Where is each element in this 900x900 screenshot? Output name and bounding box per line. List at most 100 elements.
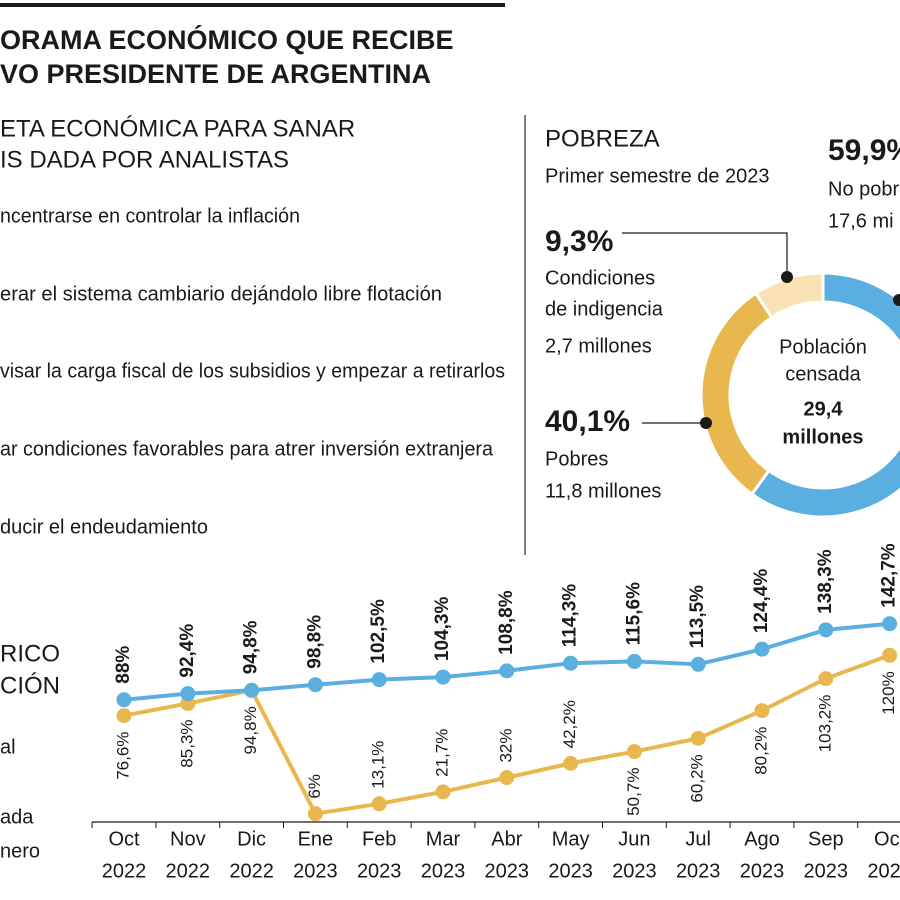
data-point xyxy=(435,669,451,685)
value-label: 142,7% xyxy=(879,543,900,608)
data-point xyxy=(563,655,579,671)
category-label: Pobres xyxy=(545,448,608,470)
value-label: 98,8% xyxy=(304,615,325,669)
value-label: 92,4% xyxy=(177,624,198,678)
x-tick-label: Mar xyxy=(426,828,461,850)
x-tick-label: Jul xyxy=(685,828,711,850)
x-tick-label: 2022 xyxy=(166,860,211,882)
recipe-title: ETA ECONÓMICA PARA SANAR xyxy=(0,115,355,142)
value-label: 59,9% xyxy=(828,134,900,167)
x-tick-label: 2023 xyxy=(612,860,657,882)
center-value: millones xyxy=(782,426,863,448)
value-label: 120% xyxy=(879,671,898,714)
center-label: censada xyxy=(785,363,861,385)
data-point xyxy=(116,708,132,724)
value-label: 40,1% xyxy=(545,405,630,438)
callout-dot xyxy=(700,417,712,429)
pie-title: POBREZA xyxy=(545,125,660,152)
recipe-item: erar el sistema cambiario dejándolo libr… xyxy=(0,283,442,305)
legend-label: nero xyxy=(0,840,40,862)
x-tick-label: 2023 xyxy=(867,860,900,882)
recipe-item: ar condiciones favorables para atrer inv… xyxy=(0,438,494,460)
x-tick-label: 2022 xyxy=(102,860,147,882)
data-point xyxy=(626,744,642,760)
legend-label: al xyxy=(0,736,16,758)
value-label: 50,7% xyxy=(624,768,643,816)
value-label: 13,1% xyxy=(369,741,388,789)
data-point xyxy=(307,806,323,822)
data-point xyxy=(180,686,196,702)
category-label: de indigencia xyxy=(545,298,664,320)
x-tick-label: Sep xyxy=(808,828,844,850)
title-line: ORAMA ECONÓMICO QUE RECIBE xyxy=(0,24,454,55)
value-label: 124,4% xyxy=(751,569,772,634)
data-point xyxy=(563,755,579,771)
value-label: 102,5% xyxy=(368,599,389,664)
x-tick-label: Dic xyxy=(237,828,266,850)
recipe-item: ncentrarse en controlar la inflación xyxy=(0,205,300,227)
x-tick-label: 2023 xyxy=(357,860,402,882)
data-point xyxy=(690,730,706,746)
data-point xyxy=(307,677,323,693)
callout-dot xyxy=(893,294,900,306)
legend-title: CIÓN xyxy=(0,672,60,699)
value-label: 138,3% xyxy=(815,549,836,614)
donut xyxy=(699,271,900,519)
value-label: 114,3% xyxy=(560,584,581,647)
value-label: 32% xyxy=(496,729,515,763)
x-tick-label: 2023 xyxy=(548,860,593,882)
value-label: 88% xyxy=(113,646,134,684)
value-label: 9,3% xyxy=(545,225,613,258)
data-point xyxy=(626,653,642,669)
x-tick-label: Ago xyxy=(744,828,780,850)
x-tick-label: Nov xyxy=(170,828,206,850)
x-tick-label: Jun xyxy=(618,828,650,850)
callout-dot xyxy=(781,271,793,283)
value-label: 80,2% xyxy=(751,727,770,775)
x-tick-label: Ene xyxy=(298,828,334,850)
category-label: Condiciones xyxy=(545,267,655,289)
detail-label: 17,6 mi xyxy=(828,210,894,232)
recipe-item: ducir el endeudamiento xyxy=(0,516,208,538)
x-tick-label: Oct xyxy=(108,828,140,850)
x-tick-label: 2023 xyxy=(421,860,466,882)
donut-segment xyxy=(753,271,825,320)
data-point xyxy=(754,641,770,657)
value-label: 94,8% xyxy=(241,620,262,674)
value-label: 85,3% xyxy=(177,719,196,767)
value-label: 108,8% xyxy=(496,590,517,655)
x-tick-label: Feb xyxy=(362,828,396,850)
data-point xyxy=(371,672,387,688)
callout-line xyxy=(622,232,788,277)
value-label: 6% xyxy=(305,774,324,799)
x-tick-label: 2023 xyxy=(804,860,849,882)
x-tick-label: 2023 xyxy=(676,860,721,882)
x-tick-label: 2022 xyxy=(229,860,274,882)
category-label: No pobre xyxy=(828,178,900,200)
data-point xyxy=(882,647,898,663)
line-chart: Oct 2022 Nov 2022 Dic 2022 Ene 2023 Feb 2023 Mar 20… xyxy=(91,543,900,882)
value-label: 115,6% xyxy=(623,582,644,645)
detail-label: 2,7 millones xyxy=(545,335,652,357)
x-tick-label: Oct xyxy=(874,828,900,850)
x-tick-label: 2023 xyxy=(740,860,785,882)
data-point xyxy=(754,703,770,719)
donut-segment xyxy=(749,271,900,519)
value-label: 113,5% xyxy=(687,585,708,648)
data-point xyxy=(116,692,132,708)
x-tick-label: 2023 xyxy=(293,860,338,882)
data-point xyxy=(882,616,898,632)
legend-label: ada xyxy=(0,806,34,828)
data-point xyxy=(244,682,260,698)
center-value: 29,4 xyxy=(804,398,844,420)
legend-title: RICO xyxy=(0,640,60,667)
value-label: 76,6% xyxy=(113,732,132,780)
data-point xyxy=(371,796,387,812)
x-tick-label: May xyxy=(552,828,590,850)
detail-label: 11,8 millones xyxy=(545,480,661,502)
pie-subtitle: Primer semestre de 2023 xyxy=(545,165,770,187)
title-line: VO PRESIDENTE DE ARGENTINA xyxy=(0,59,431,89)
recipe-title: IS DADA POR ANALISTAS xyxy=(0,146,289,173)
value-label: 21,7% xyxy=(432,729,451,777)
